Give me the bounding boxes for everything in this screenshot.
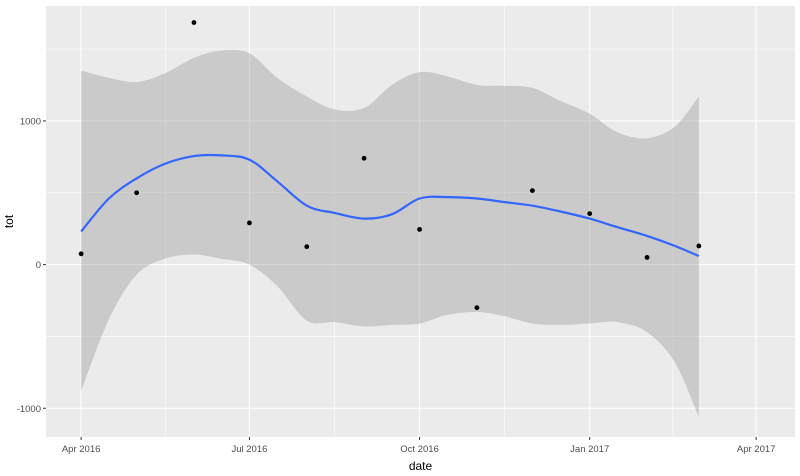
- y-tick-label: -1000: [17, 404, 41, 415]
- data-point: [474, 305, 480, 311]
- y-tick-label: 1000: [20, 116, 41, 127]
- data-points: [78, 20, 702, 311]
- data-point: [417, 227, 422, 232]
- x-tick-label: Apr 2016: [62, 444, 101, 455]
- x-tick-label: Oct 2016: [400, 444, 439, 455]
- data-point: [134, 190, 140, 196]
- data-point: [696, 243, 702, 249]
- confidence-band: [81, 49, 699, 417]
- y-tick-label: 0: [36, 260, 41, 271]
- major-gridlines: [46, 6, 795, 437]
- smooth-line: [80, 153, 700, 258]
- data-point: [644, 255, 650, 260]
- y-axis-title: tot: [2, 214, 16, 228]
- x-axis-title: date: [409, 459, 433, 473]
- data-point: [78, 251, 84, 257]
- x-axis-ticks: Apr 2016 Jul 2016 Oct 2016 Jan 2017 Apr 2017: [62, 437, 776, 455]
- plot-panel: [46, 6, 795, 437]
- data-point: [587, 211, 593, 216]
- data-point: [304, 244, 310, 250]
- data-point: [247, 220, 252, 226]
- data-point: [361, 155, 367, 161]
- x-tick-label: Jan 2017: [570, 444, 609, 455]
- minor-gridlines: [46, 6, 795, 437]
- x-tick-label: Apr 2017: [737, 444, 776, 455]
- y-axis-ticks: -1000 0 1000: [17, 116, 46, 415]
- x-tick-label: Jul 2016: [231, 444, 267, 455]
- data-point: [191, 20, 197, 25]
- data-point: [529, 188, 535, 194]
